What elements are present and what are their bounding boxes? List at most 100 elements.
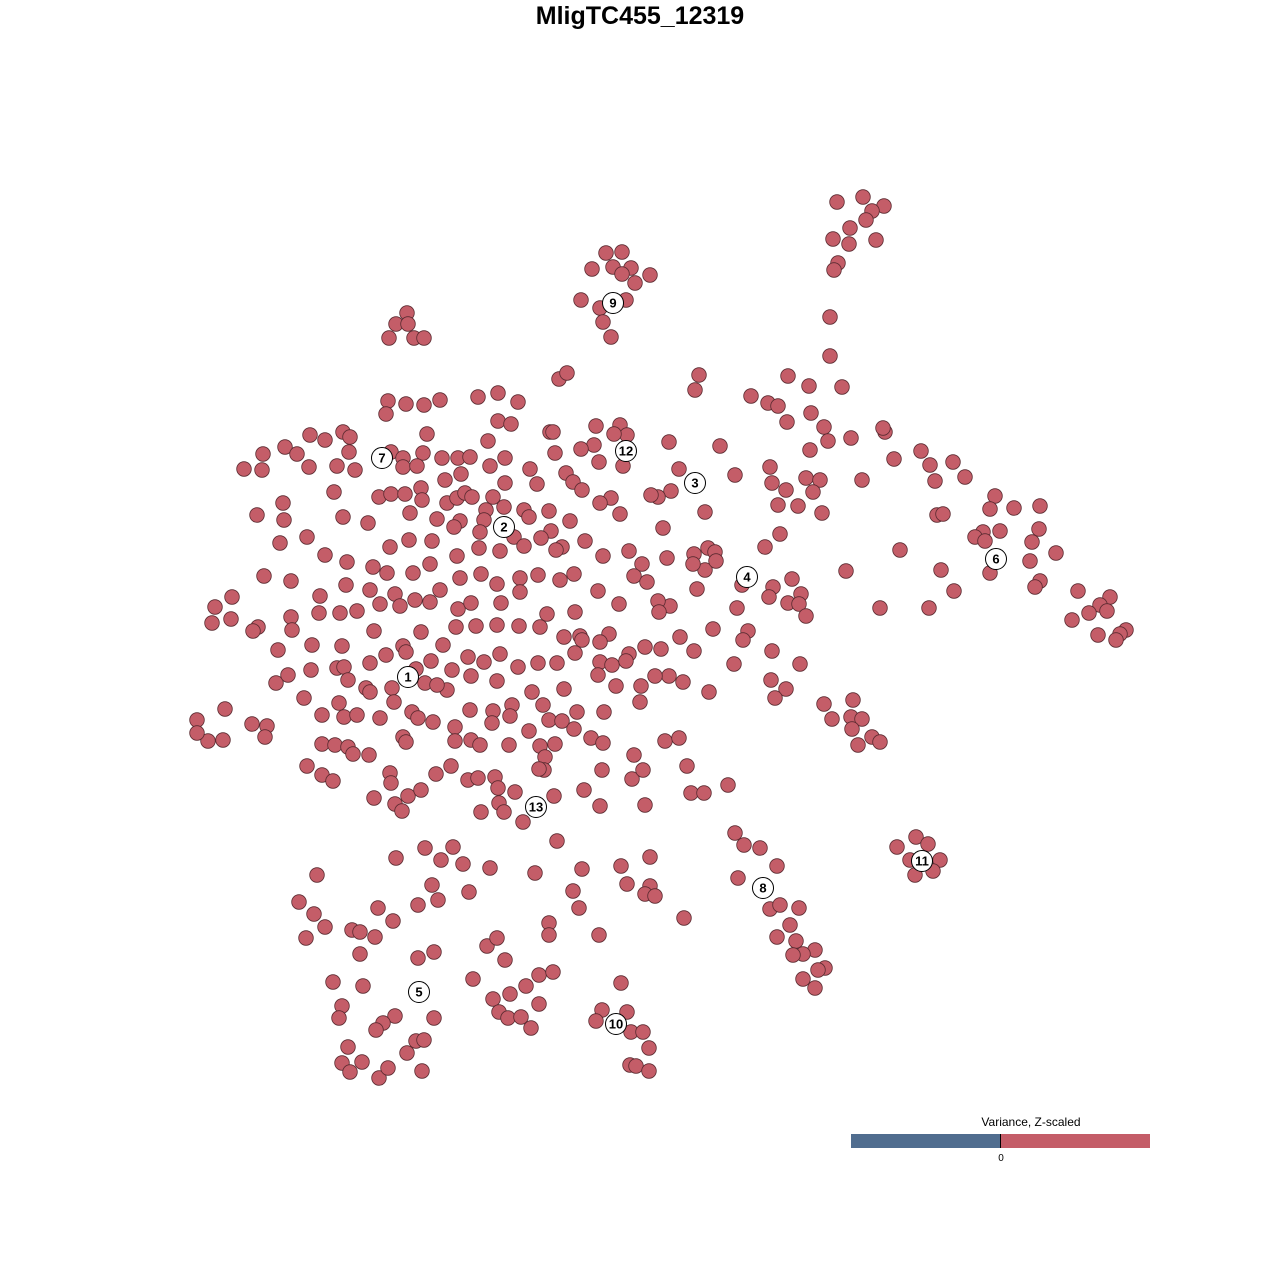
data-point xyxy=(432,582,448,598)
data-point xyxy=(1064,612,1080,628)
data-point xyxy=(407,592,423,608)
data-point xyxy=(790,498,806,514)
data-point xyxy=(302,427,318,443)
data-point xyxy=(595,735,611,751)
data-point xyxy=(249,507,265,523)
data-point xyxy=(298,930,314,946)
data-point xyxy=(807,980,823,996)
data-point xyxy=(566,721,582,737)
data-point xyxy=(770,398,786,414)
data-point xyxy=(730,870,746,886)
data-point xyxy=(683,785,699,801)
data-point xyxy=(236,461,252,477)
data-point xyxy=(586,437,602,453)
data-point xyxy=(522,461,538,477)
data-point xyxy=(764,475,780,491)
data-point xyxy=(342,1064,358,1080)
data-point xyxy=(379,565,395,581)
data-point xyxy=(476,654,492,670)
data-point xyxy=(452,570,468,586)
data-point xyxy=(761,589,777,605)
data-point xyxy=(472,737,488,753)
cluster-label-text: 9 xyxy=(609,296,616,311)
data-point xyxy=(548,542,564,558)
data-point xyxy=(378,647,394,663)
data-point xyxy=(336,709,352,725)
cluster-label-7: 7 xyxy=(371,447,393,469)
data-point xyxy=(378,406,394,422)
data-point xyxy=(854,472,870,488)
data-point xyxy=(489,673,505,689)
legend-color-bar xyxy=(851,1134,1150,1148)
data-point xyxy=(604,657,620,673)
data-point xyxy=(546,788,562,804)
data-point xyxy=(501,737,517,753)
cluster-label-6: 6 xyxy=(985,548,1007,570)
data-point xyxy=(275,495,291,511)
legend-positive-segment xyxy=(1000,1134,1150,1148)
data-point xyxy=(244,716,260,732)
data-point xyxy=(492,646,508,662)
cluster-label-text: 6 xyxy=(992,552,999,567)
data-point xyxy=(1070,583,1086,599)
data-point xyxy=(913,443,929,459)
data-point xyxy=(510,394,526,410)
data-point xyxy=(556,681,572,697)
data-point xyxy=(791,596,807,612)
data-point xyxy=(395,459,411,475)
data-point xyxy=(489,930,505,946)
cluster-label-2: 2 xyxy=(493,516,515,538)
data-point xyxy=(306,906,322,922)
data-point xyxy=(778,681,794,697)
data-point xyxy=(312,588,328,604)
data-point xyxy=(868,232,884,248)
data-point xyxy=(653,641,669,657)
data-point xyxy=(461,884,477,900)
data-point xyxy=(223,611,239,627)
data-point xyxy=(284,622,300,638)
data-point xyxy=(268,675,284,691)
data-point xyxy=(613,858,629,874)
data-point xyxy=(816,696,832,712)
data-point xyxy=(655,520,671,536)
data-point xyxy=(798,470,814,486)
data-point xyxy=(812,472,828,488)
data-point xyxy=(368,1022,384,1038)
data-point xyxy=(1022,553,1038,569)
data-point xyxy=(935,506,951,522)
data-point xyxy=(595,314,611,330)
data-point xyxy=(463,595,479,611)
data-point xyxy=(584,261,600,277)
data-point xyxy=(1032,498,1048,514)
data-point xyxy=(1024,534,1040,550)
data-point xyxy=(686,643,702,659)
data-point xyxy=(647,888,663,904)
cluster-label-badge xyxy=(985,548,1007,570)
data-point xyxy=(763,672,779,688)
data-point xyxy=(592,798,608,814)
data-point xyxy=(618,653,634,669)
data-point xyxy=(592,634,608,650)
data-point xyxy=(332,605,348,621)
data-point xyxy=(502,708,518,724)
data-point xyxy=(317,432,333,448)
cluster-label-11: 11 xyxy=(911,850,933,872)
data-point xyxy=(842,220,858,236)
cluster-label-5: 5 xyxy=(408,981,430,1003)
data-point xyxy=(245,623,261,639)
data-point xyxy=(530,655,546,671)
data-point xyxy=(957,469,973,485)
data-point xyxy=(414,1063,430,1079)
data-point xyxy=(400,788,416,804)
data-point xyxy=(424,877,440,893)
data-point xyxy=(416,1032,432,1048)
data-point xyxy=(429,677,445,693)
data-point xyxy=(482,458,498,474)
data-point xyxy=(641,1063,657,1079)
cluster-label-badge xyxy=(525,796,547,818)
data-point xyxy=(892,542,908,558)
data-point xyxy=(471,540,487,556)
data-point xyxy=(497,475,513,491)
cluster-label-8: 8 xyxy=(752,877,774,899)
